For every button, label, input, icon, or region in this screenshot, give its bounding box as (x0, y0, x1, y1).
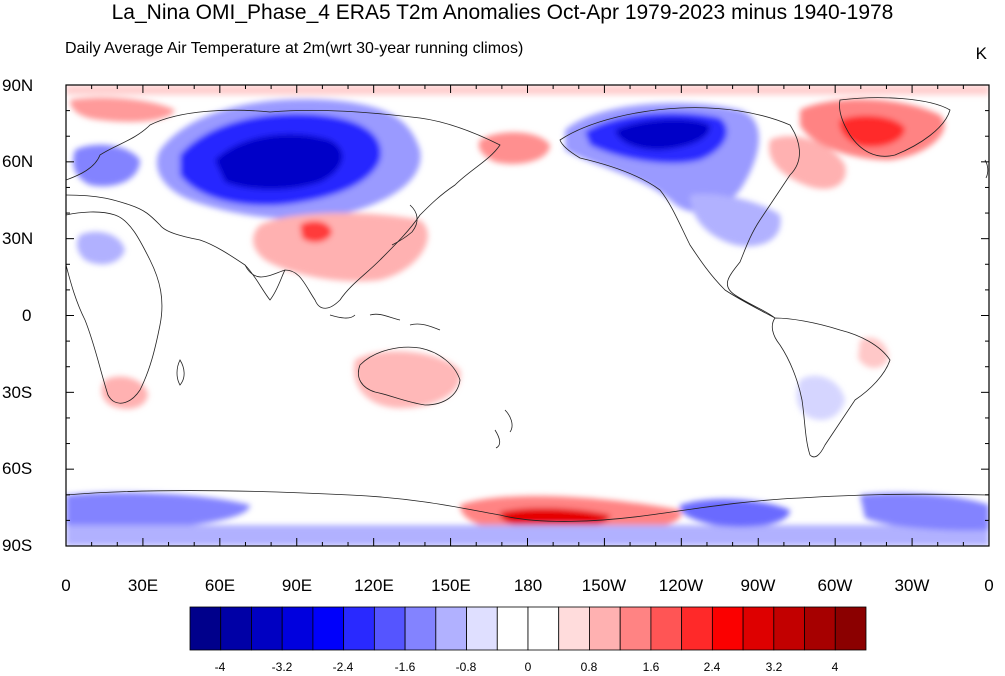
lon-label-0: 0 (61, 576, 71, 595)
colorbar-swatch (343, 606, 375, 651)
coast-new-zealand (494, 409, 513, 449)
lat-label-eq: 0 (22, 306, 32, 325)
colorbar (189, 606, 867, 651)
colorbar-label: 0.8 (580, 660, 598, 674)
colorbar-swatch (742, 606, 775, 651)
warm-anomaly-s-america (858, 337, 889, 369)
lon-label-150w: 150W (581, 576, 627, 595)
colorbar-swatch (527, 606, 560, 651)
colorbar-swatch (220, 606, 252, 651)
cold-anomaly-n-africa (77, 231, 125, 265)
cold-anomaly-us (690, 193, 781, 247)
colorbar-label: -1.6 (394, 660, 416, 674)
coast-north-america (559, 107, 800, 319)
colorbar-swatch (650, 606, 683, 651)
coast-maritime-continent (329, 313, 441, 331)
colorbar-label: 0 (524, 660, 532, 674)
lon-label-0-east: 0 (984, 576, 994, 595)
colorbar-swatch (496, 606, 529, 651)
colorbar-swatch (558, 606, 590, 651)
warm-anomaly-china (253, 213, 428, 282)
warm-anomaly-kara (70, 97, 175, 122)
colorbar-label: -4 (214, 660, 226, 674)
lat-label-90n: 90N (2, 76, 34, 95)
lon-label-120w: 120W (658, 576, 704, 595)
lat-label-30s: 30S (2, 383, 33, 402)
colorbar-label: 3.2 (765, 660, 783, 674)
lat-label-30n: 30N (2, 229, 34, 248)
colorbar-swatch (711, 606, 744, 651)
colorbar-swatch (804, 606, 836, 651)
coast-antarctica (66, 490, 989, 522)
colorbar-label: 1.6 (642, 660, 660, 674)
cold-anomaly-europe (73, 144, 140, 187)
colorbar-swatch (281, 606, 314, 651)
warm-anomaly-greenland-core (839, 115, 905, 148)
colorbar-swatch (589, 606, 621, 651)
cold-anomaly-antarctica-west (66, 492, 250, 530)
coast-uk (984, 159, 989, 179)
coast-madagascar (176, 359, 185, 386)
axis-ticks (65, 84, 990, 547)
colorbar-swatch (834, 606, 867, 651)
lon-label-90e: 90E (281, 576, 313, 595)
coast-australia (358, 346, 461, 406)
colorbar-swatch (312, 606, 345, 651)
coastlines (66, 97, 989, 522)
colorbar-label: -3.2 (271, 660, 293, 674)
warm-anomaly-australia (354, 351, 461, 409)
colorbar-swatch (373, 606, 406, 651)
lon-label-60e: 60E (204, 576, 236, 595)
lon-label-150e: 150E (431, 576, 471, 595)
coast-africa (66, 211, 163, 404)
coast-japan (391, 204, 418, 246)
cold-anomaly-weddell (860, 493, 989, 531)
colorbar-swatch (466, 606, 498, 651)
cold-anomaly-siberia-peak (215, 134, 343, 190)
lon-label-30e: 30E (127, 576, 159, 595)
lat-label-90s: 90S (2, 536, 33, 555)
map-title: La_Nina OMI_Phase_4 ERA5 T2m Anomalies O… (111, 1, 894, 24)
coast-eurasia (66, 109, 501, 309)
coast-india (244, 264, 286, 301)
colorbar-label: -2.4 (332, 660, 354, 674)
lon-label-30w: 30W (894, 576, 930, 595)
colorbar-swatch (435, 606, 467, 651)
colorbar-swatch (251, 606, 283, 651)
lat-label-60n: 60N (2, 152, 34, 171)
colorbar-label: 2.4 (703, 660, 721, 674)
map-subtitle: Daily Average Air Temperature at 2m(wrt … (65, 40, 524, 57)
warm-anomaly-tibet (300, 220, 332, 243)
colorbar-swatch (681, 606, 713, 651)
warm-anomaly-ross-sea-core (499, 508, 611, 530)
colorbar-swatch (189, 606, 222, 651)
colorbar-label: 4 (831, 660, 839, 674)
cold-anomaly-canada-peak (615, 118, 711, 150)
cold-anomaly-s-america (796, 375, 845, 420)
colorbar-label: -0.8 (455, 660, 477, 674)
lon-label-90w: 90W (740, 576, 776, 595)
lat-label-60s: 60S (2, 459, 33, 478)
coast-greenland (839, 97, 951, 157)
map-field (66, 85, 989, 546)
warm-anomaly-e-canada (769, 136, 846, 189)
units-label: K (975, 44, 987, 63)
lon-label-180: 180 (513, 576, 543, 595)
lon-label-120e: 120E (354, 576, 394, 595)
colorbar-swatch (773, 606, 805, 651)
warm-anomaly-bering (478, 132, 550, 165)
colorbar-swatch (619, 606, 652, 651)
cold-anomaly-amundsen (679, 498, 790, 527)
coast-south-america (771, 317, 891, 458)
lon-label-60w: 60W (817, 576, 853, 595)
colorbar-swatch (404, 606, 437, 651)
